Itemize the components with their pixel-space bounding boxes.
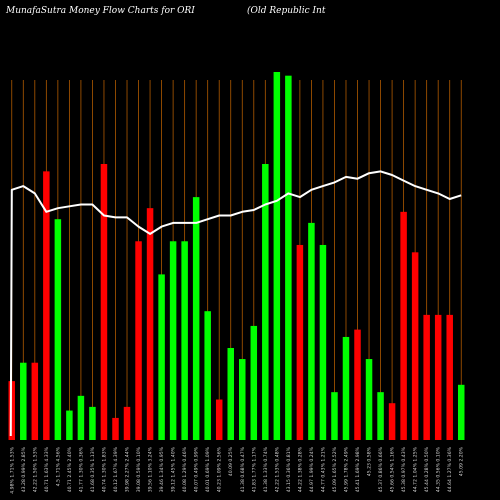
x-tick-label: 40.74 1.30% 1.83% <box>101 446 107 492</box>
x-tick-label: 39.12 1.45% 1.40% <box>171 446 177 492</box>
bar-green <box>262 164 269 440</box>
x-tick-label: 44.22 1.38% 0.28% <box>297 446 303 492</box>
chart-title: MunafaSutra Money Flow Charts for ORI <box>5 6 195 16</box>
bar-green <box>20 362 27 440</box>
x-tick-label: 40.23 1.09% 2.56% <box>217 446 223 492</box>
x-tick-label: 40.09 0.25% <box>228 446 234 476</box>
x-tick-label: 40.01 0.69% 1.09% <box>205 446 211 492</box>
bar-red <box>146 208 154 440</box>
money-flow-line <box>9 170 462 437</box>
bar-green <box>158 274 165 440</box>
x-tick-label: 44.64 1.27% 0.36% <box>447 446 453 492</box>
x-tick-label: 40.71 1.63% 4.33% <box>44 446 50 492</box>
bar-red <box>446 314 453 440</box>
bar-green <box>66 410 73 440</box>
x-tick-label: 41.83 1.77% 1.17% <box>251 446 257 492</box>
x-tick-label: 4.5 1.71% 4.56% <box>55 446 61 486</box>
x-tick-label: 39.08 0.59% 0.10% <box>136 446 142 492</box>
bar-green <box>331 392 338 440</box>
bar-green <box>285 75 292 441</box>
x-tick-label: 45.09 1.65% 2.52% <box>332 446 338 492</box>
x-tick-label: 40.08 1.29% 0.46% <box>182 446 188 492</box>
x-axis-labels: 4.98% 1.71% 1.53% 43.28 0.99% 2.85% 42.22 … <box>9 446 464 493</box>
bar-green <box>342 336 350 440</box>
bar-red <box>100 164 108 440</box>
bars <box>8 72 465 441</box>
bar-red <box>296 244 304 440</box>
bar-red <box>423 314 430 440</box>
bar-green <box>308 222 315 440</box>
bar-red <box>43 171 50 441</box>
x-tick-label: 45.37 0.86% 0.66% <box>378 446 384 492</box>
bar-green <box>204 311 211 440</box>
bar-green <box>227 348 234 440</box>
x-tick-label: 44.35 0.56% 0.10% <box>436 446 442 492</box>
bar-red <box>388 403 396 440</box>
x-tick-label: 45.09 2.20% <box>459 446 465 476</box>
x-tick-label: 42.22 1.50% 1.53% <box>32 446 38 492</box>
bar-green <box>54 219 62 440</box>
bar-green <box>181 241 188 440</box>
bar-green <box>273 72 281 440</box>
x-tick-label: 44.72 1.04% 1.25% <box>413 446 419 492</box>
bar-green <box>319 244 327 440</box>
x-tick-label: 40.71 2.45% 2.40% <box>67 446 73 492</box>
x-tick-label: 45.41 1.69% 2.98% <box>355 446 361 492</box>
bar-red <box>215 399 223 440</box>
x-tick-label: 43.28 0.99% 2.85% <box>21 446 27 492</box>
bar-red <box>123 406 131 440</box>
x-tick-label: 41.68 0.35% 1.13% <box>90 446 96 492</box>
bar-red <box>112 417 119 440</box>
bar-red <box>31 362 39 440</box>
x-tick-label: 40.12 1.67% 4.39% <box>113 446 119 492</box>
bar-green <box>169 241 177 440</box>
bar-red <box>135 241 142 440</box>
bar-green <box>457 384 465 440</box>
x-tick-label: 45.99 1.78% 2.49% <box>343 446 349 492</box>
x-tick-label: 41.77 1.30% 0.36% <box>78 446 84 492</box>
x-tick-label: 42.22 1.53% 0.48% <box>274 446 280 492</box>
bar-red <box>354 329 361 440</box>
bar-green <box>89 406 96 440</box>
bar-green <box>77 395 85 440</box>
bar-red <box>411 252 419 440</box>
x-tick-label: 45.44 0.28% 0.50% <box>424 446 430 492</box>
x-tick-label: 44.77 0.43% 1.21% <box>320 446 326 492</box>
bar-green <box>365 359 373 440</box>
x-tick-label: 39.98 2.27% 2.44% <box>125 446 131 492</box>
x-tick-label: 39.56 1.10% 3.24% <box>148 446 154 492</box>
chart-subtitle: (Old Republic Int <box>247 5 326 16</box>
x-tick-label: 39.46 1.34% 0.95% <box>159 446 165 492</box>
bar-green <box>250 325 258 440</box>
bar-red <box>400 211 407 440</box>
x-tick-label: 43.15 0.36% 0.81% <box>286 446 292 492</box>
bar-green <box>192 197 200 440</box>
x-tick-label: 45.23 0.58% <box>367 446 373 476</box>
x-tick-label: 44.97 1.99% 0.24% <box>309 446 315 492</box>
x-tick-label: 40.07 0.49% 0.99% <box>194 446 200 492</box>
bar-green <box>377 392 384 440</box>
x-tick-label: 45.38 0.97% 0.43% <box>401 446 407 492</box>
bar-red <box>434 314 442 440</box>
x-tick-label: 41.38 0.68% 0.47% <box>240 446 246 492</box>
x-tick-label: 45.66 0.54% 1.16% <box>390 446 396 492</box>
bar-green <box>239 359 246 440</box>
x-tick-label: 41.38 1.33% 0.74% <box>263 446 269 492</box>
x-tick-label: 4.98% 1.71% 1.53% <box>9 446 15 493</box>
